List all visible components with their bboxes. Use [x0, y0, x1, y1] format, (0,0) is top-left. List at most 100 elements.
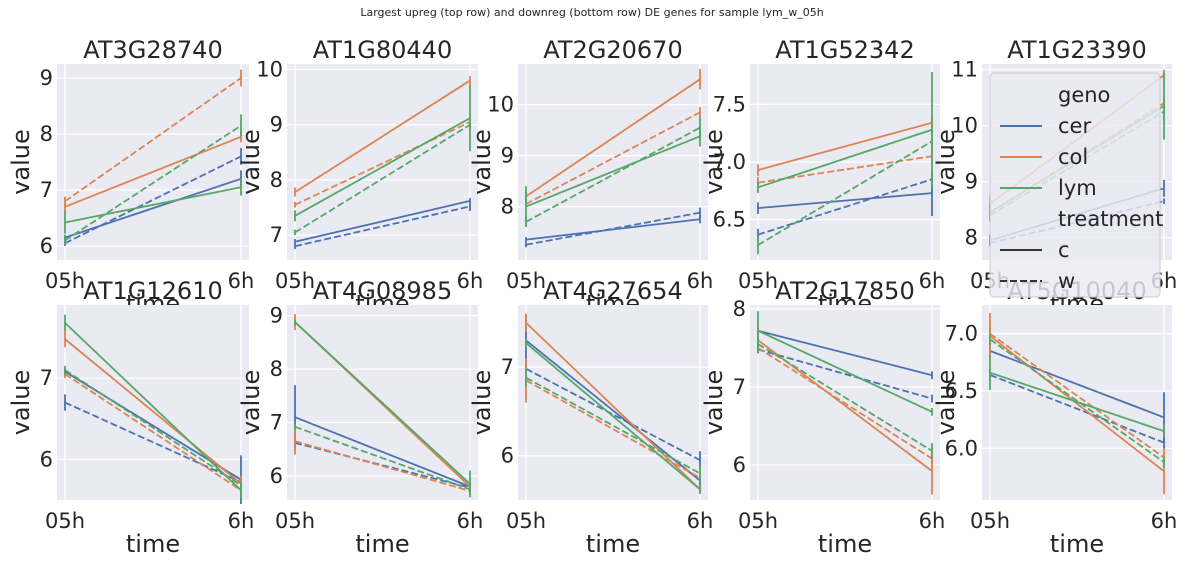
y-axis-label: value	[700, 370, 728, 436]
series-line-lym-c	[525, 135, 701, 208]
series-line-col-w	[294, 121, 471, 206]
y-tick-label: 6	[270, 464, 283, 488]
legend-title-geno: geno	[1058, 83, 1110, 107]
series-line-lym-c	[757, 329, 933, 413]
subplot-at1g12610: 6 7 05h 6h time value AT1G12610	[7, 277, 254, 558]
subplot-title: AT1G12610	[83, 277, 222, 305]
x-tick-label: 6h	[919, 509, 946, 533]
series-line-cer-w	[989, 374, 1165, 444]
series-line-lym-w	[989, 338, 1165, 463]
series-line-cer-w	[757, 178, 933, 236]
series-line-lym-w	[525, 376, 701, 475]
y-tick-label: 7	[270, 411, 283, 435]
series-line-col-w	[64, 77, 242, 202]
x-axis-label: time	[586, 530, 640, 558]
y-tick-label: 8	[965, 226, 978, 250]
legend-label-c: c	[1058, 238, 1070, 262]
subplot-at4g08985: 6 7 8 9 05h 6h time value AT4G08985	[237, 277, 483, 558]
series-line-lym-c	[294, 117, 471, 217]
series-line-col-w	[757, 347, 933, 460]
subplot-title: AT1G80440	[313, 36, 452, 64]
legend-label-lym: lym	[1058, 176, 1097, 200]
series-line-col-c	[757, 121, 933, 171]
x-tick-label: 6h	[687, 509, 714, 533]
series-line-col-c	[64, 135, 242, 208]
y-tick-label: 10	[256, 58, 283, 82]
series-line-lym-w	[525, 126, 701, 223]
y-tick-label: 11	[951, 58, 978, 82]
y-tick-label: 10	[487, 93, 514, 117]
x-tick-label: 6h	[687, 269, 714, 293]
series-line-col-w	[64, 373, 242, 492]
y-tick-label: 7	[501, 355, 514, 379]
x-tick-label: 05h	[970, 509, 1010, 533]
series-line-col-c	[294, 79, 471, 193]
y-tick-label: 8	[270, 168, 283, 192]
series-line-lym-w	[757, 140, 933, 246]
series-line-col-c	[64, 338, 242, 485]
x-tick-label: 05h	[275, 269, 315, 293]
series-line-cer-w	[64, 401, 242, 483]
series-line-lym-w	[757, 343, 933, 452]
y-axis-label: value	[237, 129, 265, 195]
y-tick-label: 7	[40, 366, 53, 390]
legend-label-col: col	[1058, 145, 1088, 169]
y-tick-label: 7.0	[945, 322, 978, 346]
y-tick-label: 6	[40, 447, 53, 471]
x-tick-label: 05h	[506, 269, 546, 293]
subplot-at5g10040: 6.06.57.005h6htimevalueAT5G10040	[932, 277, 1177, 558]
y-tick-label: 6.5	[945, 379, 978, 403]
y-tick-label: 9	[501, 144, 514, 168]
y-axis-label: value	[468, 370, 496, 436]
series-line-col-w	[525, 379, 701, 479]
series-line-cer-w	[757, 348, 933, 400]
subplot-title: AT4G27654	[543, 277, 682, 305]
y-axis-label: value	[7, 129, 35, 195]
series-line-lym-c	[294, 321, 471, 485]
series-line-cer-w	[64, 155, 242, 245]
series-line-cer-w	[525, 368, 701, 461]
y-axis-label: value	[237, 370, 265, 436]
plot-area	[57, 64, 249, 260]
x-tick-label: 6h	[457, 509, 484, 533]
legend: geno cer col lym treatment cw	[989, 72, 1163, 298]
y-axis-label: value	[700, 129, 728, 195]
y-tick-label: 7	[733, 375, 746, 399]
series-line-col-c	[525, 78, 701, 198]
legend-box	[989, 72, 1161, 298]
panels: 6 7 8 9 05h 6h time value AT3G28740 7 8 9 10 05h 6h tim…	[7, 36, 1177, 558]
y-tick-label: 8	[40, 122, 53, 146]
series-line-cer-c	[294, 416, 471, 488]
series-line-cer-c	[294, 200, 471, 243]
x-tick-label: 05h	[738, 509, 778, 533]
y-tick-label: 8	[733, 297, 746, 321]
series-line-lym-w	[294, 425, 471, 491]
x-axis-label: time	[126, 530, 180, 558]
series-line-lym-c	[525, 342, 701, 491]
x-tick-label: 6h	[919, 269, 946, 293]
y-tick-label: 7	[270, 223, 283, 247]
subplot-title: AT2G17850	[775, 277, 914, 305]
series-line-col-w	[757, 155, 933, 184]
subplot-at2g17850: 6 7 8 05h 6h time value AT2G17850	[700, 277, 945, 558]
y-tick-label: 8	[501, 195, 514, 219]
x-tick-label: 6h	[228, 509, 255, 533]
figure-suptitle: Largest upreg (top row) and downreg (bot…	[360, 6, 823, 19]
x-tick-label: 05h	[506, 509, 546, 533]
y-tick-label: 7.5	[713, 92, 746, 116]
y-tick-label: 6	[40, 234, 53, 258]
x-tick-label: 05h	[45, 269, 85, 293]
series-line-lym-c	[989, 371, 1165, 433]
subplot-title: AT4G08985	[313, 277, 452, 305]
y-tick-label: 7	[40, 178, 53, 202]
subplot-title: AT1G52342	[775, 36, 914, 64]
y-tick-label: 6.5	[713, 208, 746, 232]
subplot-title: AT1G23390	[1007, 36, 1146, 64]
y-axis-label: value	[932, 370, 960, 436]
x-tick-label: 6h	[457, 269, 484, 293]
series-line-lym-w	[64, 124, 242, 242]
y-tick-label: 6.0	[945, 436, 978, 460]
x-tick-label: 05h	[275, 509, 315, 533]
